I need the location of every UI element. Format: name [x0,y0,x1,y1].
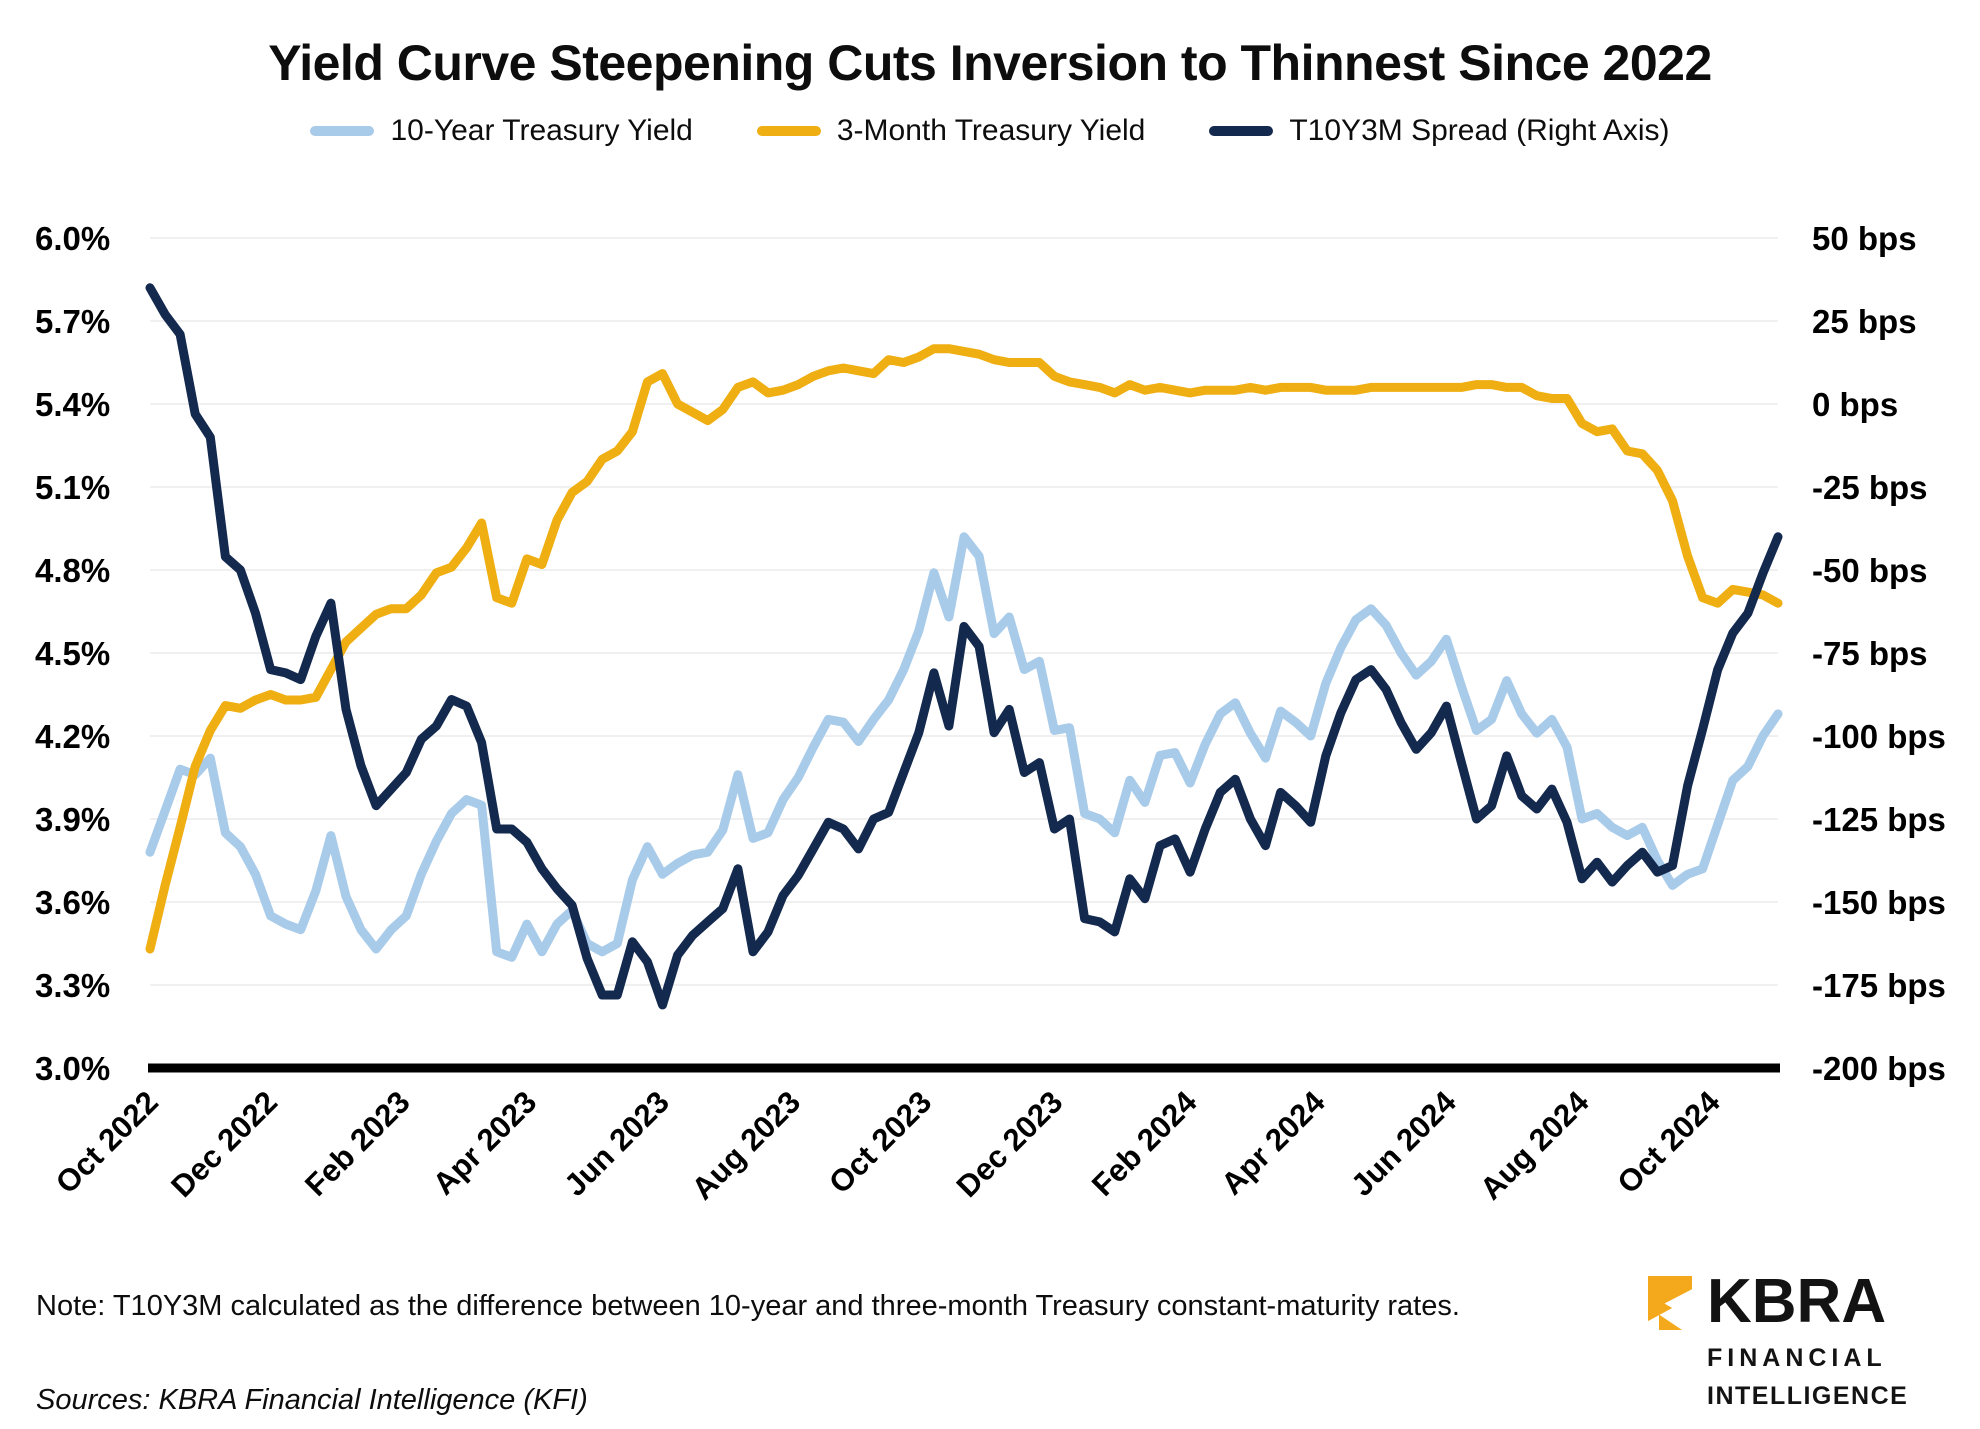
kbra-logo-text: KBRA FINANCIAL INTELLIGENCE [1707,1267,1909,1411]
legend-label-3m: 3-Month Treasury Yield [836,114,1146,147]
left-axis-tick: 4.8% [35,552,110,589]
left-axis-tick: 4.2% [35,718,110,755]
legend-label-spread: T10Y3M Spread (Right Axis) [1289,114,1670,147]
x-axis-tick: Aug 2023 [685,1084,807,1206]
left-axis-tick: 5.7% [35,303,110,340]
x-axis-tick: Jun 2023 [557,1084,676,1203]
series-spread-line [145,283,1783,1010]
x-axis-tick: Aug 2024 [1473,1084,1596,1207]
x-axis-tick: Apr 2024 [1214,1084,1332,1202]
x-axis-tick: Dec 2022 [164,1084,284,1204]
sources-line: Sources: KBRA Financial Intelligence (KF… [36,1384,588,1416]
x-axis-tick: Feb 2023 [298,1084,417,1203]
right-axis-tick: 25 bps [1812,303,1917,340]
right-axis-tick: -150 bps [1812,884,1946,921]
legend-item-spread: T10Y3M Spread (Right Axis) [1209,114,1670,148]
footnote: Note: T10Y3M calculated as the differenc… [36,1290,1460,1322]
legend-label-10y: 10-Year Treasury Yield [390,114,693,147]
left-axis-tick: 6.0% [35,220,110,257]
legend-item-10y: 10-Year Treasury Yield [310,114,693,148]
x-axis-tick: Oct 2022 [49,1084,165,1200]
x-axis-tick: Oct 2024 [1610,1084,1727,1201]
left-axis-tick: 3.6% [35,884,110,921]
chart-title: Yield Curve Steepening Cuts Inversion to… [268,35,1712,91]
left-axis-tick: 4.5% [35,635,110,672]
kbra-financial-label: FINANCIAL [1707,1344,1887,1372]
x-axis-tick: Dec 2023 [950,1084,1070,1204]
right-axis-tick: -200 bps [1812,1050,1946,1087]
kbra-wordmark: KBRA [1707,1267,1887,1336]
legend: 10-Year Treasury Yield 3-Month Treasury … [0,114,1980,148]
legend-swatch-3m-icon [756,126,821,136]
right-axis-tick: 50 bps [1812,220,1917,257]
right-axis-tick-labels: 50 bps 25 bps 0 bps -25 bps -50 bps -75 bps -1… [1812,220,1946,1087]
series-10y-line [145,532,1783,962]
left-axis-tick-labels: 6.0% 5.7% 5.4% 5.1% 4.8% 4.5% 4.2% 3.9% 3.6% 3.3%… [35,220,110,1087]
kbra-intelligence-label: INTELLIGENCE [1707,1382,1909,1410]
x-axis-tick-labels: Oct 2022 Dec 2022 Feb 2023 Apr 2023 Jun 2023… [49,1084,1727,1207]
right-axis-tick: 0 bps [1812,386,1898,423]
right-axis-tick: -125 bps [1812,801,1946,838]
x-axis-tick: Oct 2023 [822,1084,938,1200]
left-axis-tick: 3.3% [35,967,110,1004]
right-axis-tick: -75 bps [1812,635,1928,672]
yield-curve-chart: 6.0% 5.7% 5.4% 5.1% 4.8% 4.5% 4.2% 3.9% 3.6% 3.3%… [35,220,1946,1207]
right-axis-tick: -25 bps [1812,469,1928,506]
right-axis-tick: -175 bps [1812,967,1946,1004]
legend-item-3m: 3-Month Treasury Yield [756,114,1146,148]
kbra-logo-mark-icon [1648,1276,1692,1330]
legend-swatch-10y-icon [310,126,375,136]
right-axis-tick: -50 bps [1812,552,1928,589]
kbra-logo: KBRA FINANCIAL INTELLIGENCE [1648,1267,1909,1411]
x-axis-tick: Jun 2024 [1344,1084,1463,1203]
left-axis-tick: 3.0% [35,1050,110,1087]
gridlines [150,237,1778,986]
left-axis-tick: 3.9% [35,801,110,838]
legend-swatch-spread-icon [1209,126,1274,136]
left-axis-tick: 5.4% [35,386,110,423]
x-axis-tick: Feb 2024 [1085,1084,1204,1203]
left-axis-tick: 5.1% [35,469,110,506]
series-3m-line [145,344,1783,954]
x-axis-tick: Apr 2023 [426,1084,543,1201]
right-axis-tick: -100 bps [1812,718,1946,755]
